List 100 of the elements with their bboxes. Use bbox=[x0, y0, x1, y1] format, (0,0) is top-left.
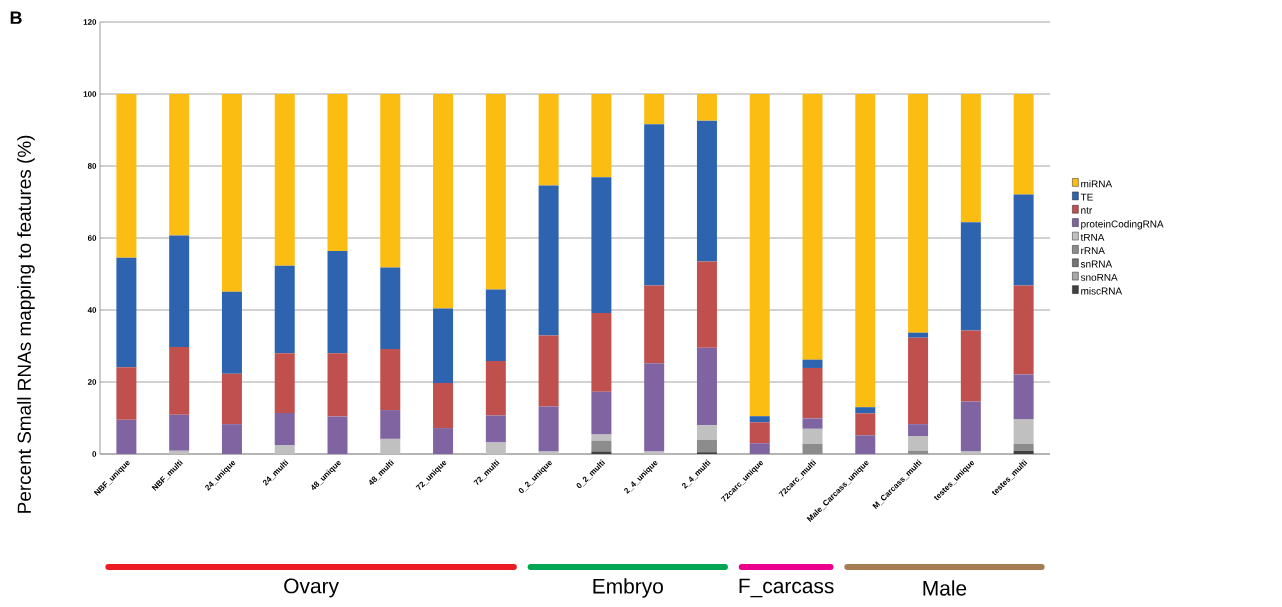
bar bbox=[221, 94, 242, 292]
bar bbox=[696, 261, 717, 348]
bar bbox=[696, 439, 717, 453]
bar bbox=[327, 353, 348, 417]
bar bbox=[1013, 450, 1034, 454]
bar bbox=[644, 451, 665, 454]
bar bbox=[908, 450, 929, 454]
bar bbox=[960, 222, 981, 331]
bar bbox=[644, 94, 665, 125]
bar bbox=[908, 436, 929, 451]
bar bbox=[591, 177, 612, 313]
bar bbox=[380, 348, 401, 411]
bar bbox=[960, 94, 981, 223]
bar bbox=[485, 442, 506, 454]
bar bbox=[380, 267, 401, 349]
bar bbox=[960, 330, 981, 402]
bar bbox=[644, 285, 665, 364]
bar bbox=[116, 367, 137, 420]
bar bbox=[644, 124, 665, 286]
bar bbox=[169, 414, 190, 451]
bar bbox=[380, 94, 401, 268]
bar bbox=[169, 94, 190, 236]
bar bbox=[1013, 285, 1034, 375]
bar bbox=[855, 435, 876, 454]
bar bbox=[802, 428, 823, 444]
bar bbox=[908, 94, 929, 333]
bar bbox=[749, 443, 770, 454]
bar bbox=[274, 445, 295, 454]
bar bbox=[327, 250, 348, 354]
bar bbox=[327, 416, 348, 454]
bar bbox=[274, 94, 295, 266]
bar bbox=[485, 289, 506, 362]
bar bbox=[221, 291, 242, 374]
bar bbox=[855, 413, 876, 436]
bar bbox=[433, 383, 454, 429]
bar bbox=[433, 428, 454, 454]
bar bbox=[1013, 194, 1034, 286]
bar bbox=[485, 361, 506, 416]
bar bbox=[433, 308, 454, 384]
bar bbox=[591, 451, 612, 454]
bar bbox=[221, 424, 242, 454]
bar bbox=[169, 450, 190, 454]
bar bbox=[380, 410, 401, 439]
y-axis-title: Percent Small RNAs mapping to features (%) bbox=[17, 135, 35, 513]
bar bbox=[802, 418, 823, 429]
bar bbox=[538, 406, 559, 452]
bar bbox=[855, 94, 876, 408]
text: Male bbox=[923, 580, 967, 596]
bar bbox=[749, 94, 770, 417]
bar bbox=[327, 94, 348, 251]
bar bbox=[1013, 443, 1034, 451]
bar bbox=[908, 337, 929, 425]
bar bbox=[116, 419, 137, 454]
bar bbox=[169, 347, 190, 415]
bar bbox=[591, 94, 612, 178]
bar bbox=[696, 94, 717, 121]
bar bbox=[908, 332, 929, 338]
legend-label: ntr bbox=[1081, 207, 1093, 214]
legend-label: miscRNA bbox=[1081, 287, 1123, 295]
bar bbox=[591, 391, 612, 435]
bar bbox=[274, 353, 295, 413]
bar bbox=[591, 434, 612, 441]
bar bbox=[221, 373, 242, 425]
bar bbox=[116, 94, 137, 258]
bar bbox=[274, 265, 295, 354]
bar bbox=[960, 451, 981, 454]
legend-label: miRNA bbox=[1081, 180, 1113, 188]
bar bbox=[1013, 419, 1034, 444]
bar bbox=[274, 412, 295, 445]
bar bbox=[696, 425, 717, 440]
bar bbox=[696, 347, 717, 426]
bar bbox=[538, 451, 559, 454]
bar bbox=[749, 422, 770, 444]
bar bbox=[1013, 94, 1034, 195]
bar bbox=[644, 363, 665, 452]
legend-label: snoRNA bbox=[1080, 273, 1118, 281]
bar bbox=[538, 94, 559, 186]
text: B bbox=[10, 11, 22, 24]
bar bbox=[802, 94, 823, 360]
text: F_carcass bbox=[739, 578, 834, 598]
bar bbox=[538, 335, 559, 407]
bar bbox=[802, 443, 823, 454]
legend-label: proteinCodingRNA bbox=[1081, 220, 1164, 230]
legend-label: tRNA bbox=[1080, 233, 1105, 241]
text: Ovary bbox=[284, 578, 339, 598]
bar bbox=[380, 438, 401, 454]
bar bbox=[908, 424, 929, 436]
bar bbox=[485, 415, 506, 443]
bar bbox=[749, 416, 770, 423]
bar bbox=[802, 367, 823, 419]
bar bbox=[1013, 374, 1034, 420]
bar bbox=[960, 401, 981, 452]
bar bbox=[855, 407, 876, 414]
bar bbox=[485, 94, 506, 290]
bar bbox=[169, 235, 190, 348]
legend-label: TE bbox=[1080, 193, 1093, 201]
text: Embryo bbox=[593, 578, 663, 598]
bar bbox=[591, 312, 612, 392]
bar bbox=[538, 185, 559, 336]
bar bbox=[802, 359, 823, 368]
